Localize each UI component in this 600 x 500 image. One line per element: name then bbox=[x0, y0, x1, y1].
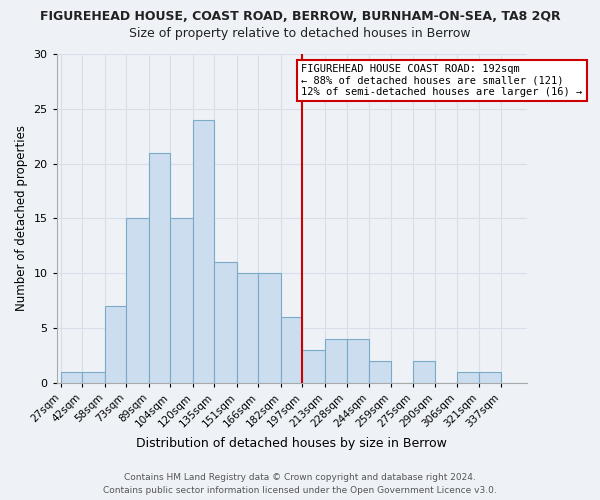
Bar bbox=[347, 339, 369, 383]
Text: FIGUREHEAD HOUSE, COAST ROAD, BERROW, BURNHAM-ON-SEA, TA8 2QR: FIGUREHEAD HOUSE, COAST ROAD, BERROW, BU… bbox=[40, 10, 560, 23]
Text: Contains HM Land Registry data © Crown copyright and database right 2024.
Contai: Contains HM Land Registry data © Crown c… bbox=[103, 474, 497, 495]
Bar bbox=[479, 372, 502, 383]
Bar bbox=[82, 372, 105, 383]
Bar bbox=[149, 152, 170, 383]
Bar bbox=[127, 218, 149, 383]
Y-axis label: Number of detached properties: Number of detached properties bbox=[15, 126, 28, 312]
Bar bbox=[302, 350, 325, 383]
Bar bbox=[61, 372, 82, 383]
Bar bbox=[413, 361, 434, 383]
Text: FIGUREHEAD HOUSE COAST ROAD: 192sqm
← 88% of detached houses are smaller (121)
1: FIGUREHEAD HOUSE COAST ROAD: 192sqm ← 88… bbox=[301, 64, 583, 97]
Text: Size of property relative to detached houses in Berrow: Size of property relative to detached ho… bbox=[129, 28, 471, 40]
Bar bbox=[281, 317, 302, 383]
Bar bbox=[193, 120, 214, 383]
Bar bbox=[170, 218, 193, 383]
Bar bbox=[325, 339, 347, 383]
Bar bbox=[457, 372, 479, 383]
Bar bbox=[369, 361, 391, 383]
X-axis label: Distribution of detached houses by size in Berrow: Distribution of detached houses by size … bbox=[136, 437, 447, 450]
Bar bbox=[105, 306, 127, 383]
Bar bbox=[237, 273, 259, 383]
Bar bbox=[214, 262, 237, 383]
Bar bbox=[259, 273, 281, 383]
